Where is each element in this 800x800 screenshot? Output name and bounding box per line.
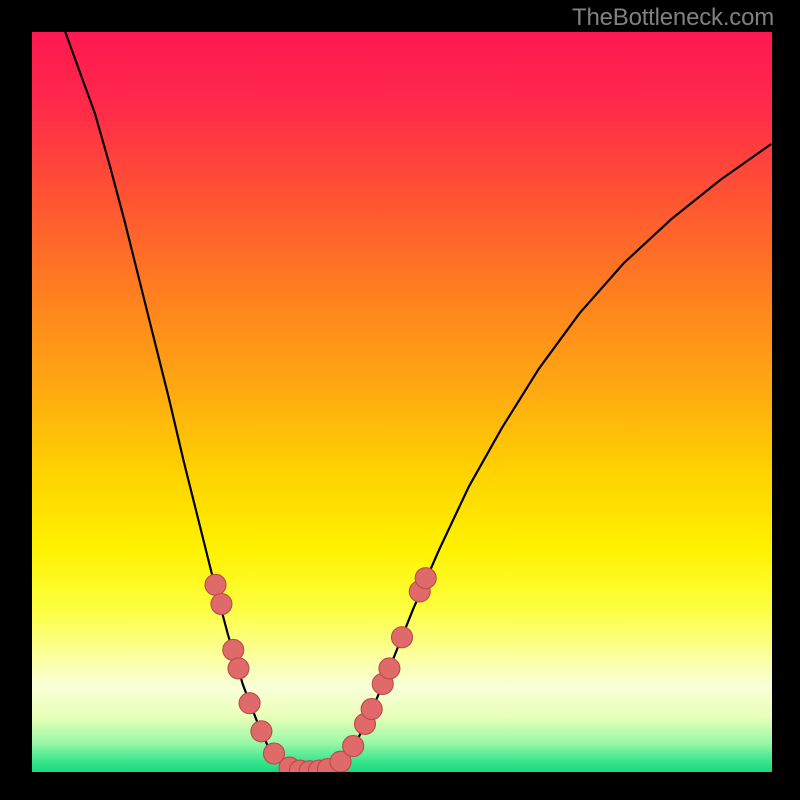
data-marker [392, 627, 413, 648]
data-marker [251, 721, 272, 742]
chart-svg [32, 32, 772, 772]
chart-background [32, 32, 772, 772]
data-marker [379, 658, 400, 679]
data-marker [415, 568, 436, 589]
watermark-text: TheBottleneck.com [572, 4, 774, 32]
data-marker [361, 699, 382, 720]
data-marker [205, 574, 226, 595]
data-marker [223, 639, 244, 660]
data-marker [343, 736, 364, 757]
data-marker [239, 693, 260, 714]
plot-area [32, 32, 772, 772]
data-marker [211, 594, 232, 615]
data-marker [228, 658, 249, 679]
